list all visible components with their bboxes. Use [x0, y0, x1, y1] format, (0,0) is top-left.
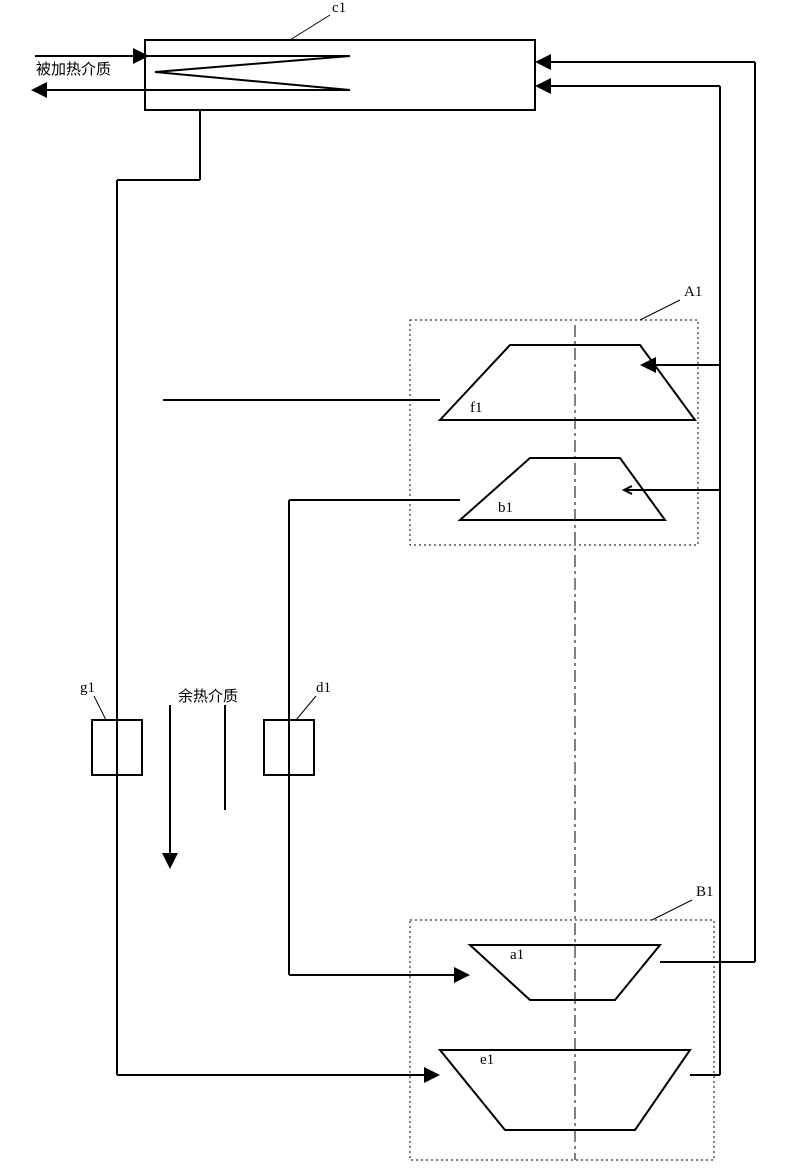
a1-label: a1	[510, 947, 524, 964]
diagram-canvas: 被加热介质 c1 A1 f1 b1 g1 余热介质 d1 B1 a1 e1	[0, 0, 800, 1176]
heated-medium-label: 被加热介质	[36, 58, 111, 79]
B1-label: B1	[696, 884, 714, 901]
f1-label: f1	[470, 400, 483, 417]
g1-label: g1	[80, 680, 95, 697]
pipes-svg	[0, 0, 800, 1176]
e1-label: e1	[480, 1052, 494, 1069]
waste-heat-label: 余热介质	[178, 685, 238, 706]
d1-label: d1	[316, 680, 331, 697]
b1-label: b1	[498, 500, 513, 517]
c1-label: c1	[332, 0, 346, 17]
A1-label: A1	[684, 284, 702, 301]
